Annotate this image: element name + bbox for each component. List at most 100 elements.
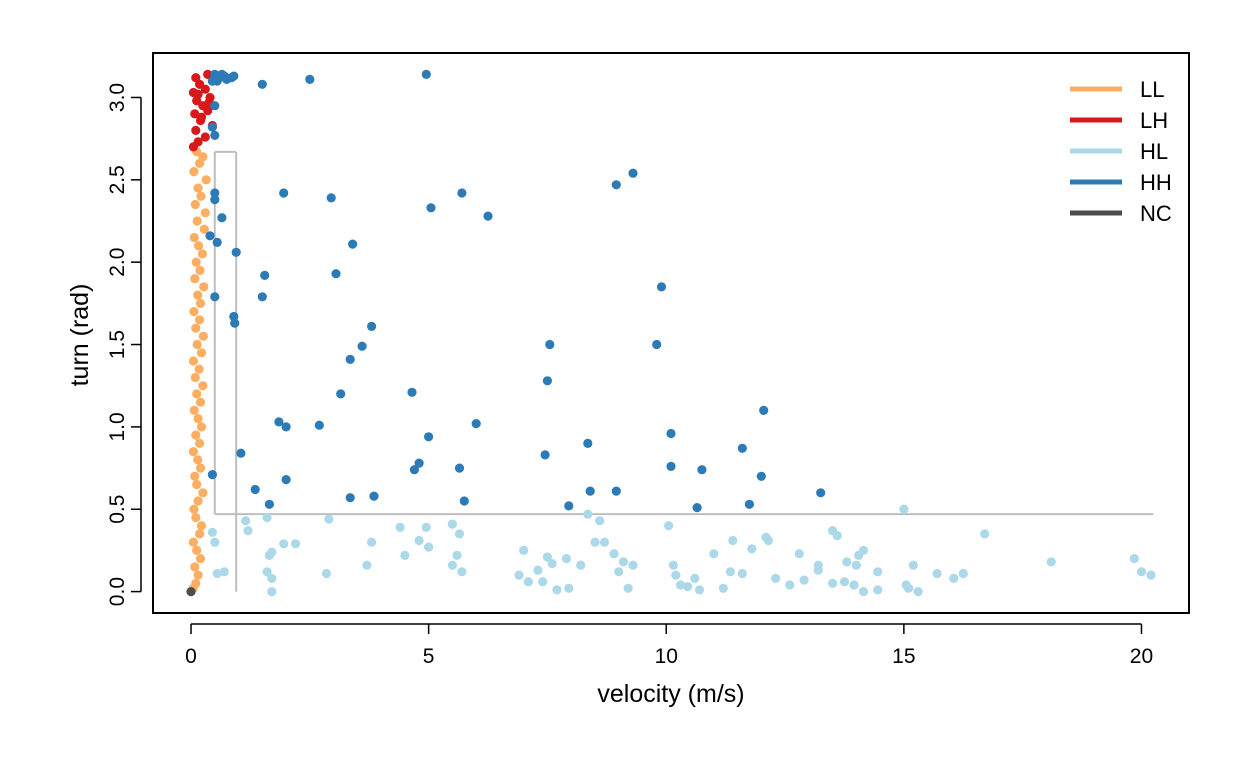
point-hh	[230, 318, 240, 328]
point-hl	[694, 585, 705, 595]
point-ll	[195, 315, 205, 325]
point-hl	[519, 545, 529, 556]
point-hl	[671, 570, 681, 580]
point-ll	[190, 372, 200, 383]
point-hh	[737, 443, 747, 453]
point-hh	[314, 420, 324, 430]
y-axis: 0.0 0.5 1.0 1.5 2.0 2.5 3.0	[106, 83, 142, 606]
threshold-lines	[213, 150, 1154, 592]
point-hh	[205, 231, 215, 241]
point-hl	[241, 516, 251, 526]
point-ll	[195, 438, 205, 448]
point-hh	[274, 417, 284, 427]
point-ll	[191, 430, 201, 440]
point-hl	[958, 568, 968, 579]
point-hh	[628, 168, 638, 178]
point-hh	[207, 122, 217, 132]
point-hh	[257, 79, 267, 89]
point-ll	[191, 512, 201, 523]
point-hl	[590, 537, 600, 547]
point-hh	[210, 101, 220, 111]
point-hl	[533, 565, 543, 575]
point-hh	[611, 486, 621, 496]
point-hl	[457, 567, 467, 577]
point-hl	[614, 567, 624, 577]
y-axis-title: turn (rad)	[66, 284, 94, 387]
point-lh	[200, 132, 210, 142]
point-hl	[424, 542, 434, 552]
point-hl	[709, 549, 719, 559]
point-hh	[305, 74, 315, 84]
point-hl	[628, 560, 638, 570]
point-hl	[728, 535, 738, 546]
point-ll	[189, 232, 199, 243]
point-hh	[210, 188, 220, 198]
point-hl	[576, 560, 586, 570]
point-hl	[718, 583, 728, 593]
point-hh	[611, 180, 621, 190]
point-ll	[195, 554, 206, 564]
point-hl	[1136, 567, 1147, 577]
point-lh	[196, 112, 207, 122]
point-hh	[759, 405, 769, 415]
point-ll	[189, 307, 199, 317]
point-hh	[326, 193, 336, 203]
point-hl	[367, 537, 377, 547]
point-hh	[483, 211, 493, 221]
point-hh	[459, 496, 469, 506]
point-hl	[683, 582, 693, 592]
point-hl	[623, 583, 633, 593]
point-hl	[747, 544, 757, 554]
point-hh	[336, 389, 346, 399]
point-hh	[697, 465, 707, 475]
point-hh	[656, 282, 667, 292]
point-hl	[454, 529, 465, 539]
point-hh	[564, 501, 574, 511]
point-hl	[904, 583, 914, 593]
point-hh	[279, 188, 289, 198]
point-ll	[199, 224, 209, 234]
point-ll	[192, 389, 202, 399]
point-hl	[813, 565, 823, 575]
point-hl	[243, 526, 253, 536]
point-ll	[195, 529, 205, 539]
point-hh	[345, 493, 355, 503]
point-hl	[799, 575, 809, 585]
point-hl	[599, 537, 610, 547]
point-ll	[195, 298, 206, 308]
point-hl	[949, 573, 959, 584]
point-hl	[561, 554, 572, 564]
point-hh	[369, 491, 379, 501]
point-hl	[547, 559, 557, 569]
point-hl	[609, 549, 619, 559]
point-lh	[191, 73, 201, 83]
point-hh	[210, 130, 220, 140]
point-hl	[785, 580, 795, 590]
point-hh	[424, 432, 434, 442]
point-hl	[913, 587, 923, 597]
point-hh	[666, 461, 676, 471]
y-tick-label: 0.0	[106, 577, 129, 606]
point-ll	[196, 422, 207, 432]
point-hl	[262, 512, 272, 523]
point-ll	[192, 216, 202, 226]
x-tick-label: 10	[655, 645, 678, 668]
point-ll	[190, 199, 200, 210]
point-hl	[267, 547, 277, 557]
point-hh	[281, 475, 291, 485]
x-axis: 0 5 10 15 20	[185, 623, 1153, 668]
point-hl	[279, 539, 289, 549]
point-hh	[250, 484, 260, 495]
x-tick-label: 0	[185, 645, 197, 668]
point-ll	[189, 405, 199, 415]
point-hh	[264, 499, 274, 509]
point-hl	[839, 577, 850, 587]
point-hl	[414, 535, 424, 546]
point-lh	[193, 89, 203, 99]
point-hl	[321, 568, 332, 579]
point-hl	[851, 560, 861, 570]
point-ll	[194, 364, 204, 374]
point-ll	[198, 152, 208, 162]
point-ll	[188, 447, 198, 457]
point-ll	[191, 323, 201, 333]
